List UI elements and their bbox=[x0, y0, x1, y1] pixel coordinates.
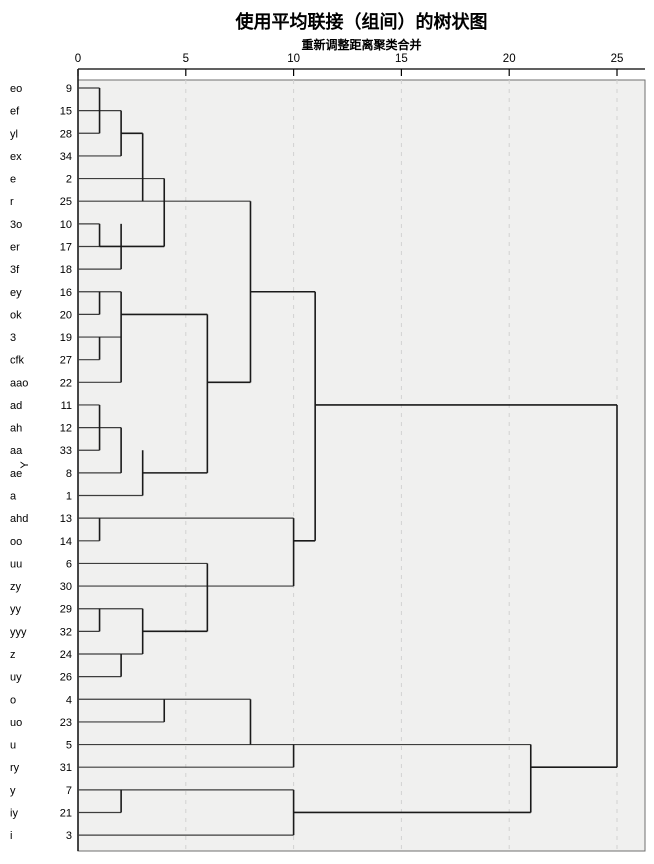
leaf-label: ahd bbox=[10, 513, 28, 525]
leaf-number: 19 bbox=[60, 332, 72, 344]
leaf-label: zy bbox=[10, 581, 22, 593]
leaf-number: 25 bbox=[60, 196, 72, 208]
leaf-label: yl bbox=[10, 128, 18, 140]
leaf-number: 13 bbox=[60, 513, 72, 525]
leaf-label: aao bbox=[10, 377, 28, 389]
leaf-number: 22 bbox=[60, 377, 72, 389]
leaf-label: r bbox=[10, 196, 14, 208]
plot-background bbox=[77, 79, 646, 852]
x-axis-tick-label: 10 bbox=[287, 53, 300, 65]
leaf-number: 26 bbox=[60, 672, 72, 684]
leaf-label: aa bbox=[10, 445, 23, 457]
leaf-number: 28 bbox=[60, 128, 72, 140]
leaf-label: cfk bbox=[10, 355, 25, 367]
leaf-label: z bbox=[10, 649, 16, 661]
leaf-number: 34 bbox=[60, 151, 72, 163]
leaf-label: oo bbox=[10, 536, 22, 548]
leaf-label: ae bbox=[10, 468, 22, 480]
leaf-number: 17 bbox=[60, 241, 72, 253]
leaf-label: u bbox=[10, 740, 16, 752]
leaf-number: 18 bbox=[60, 264, 72, 276]
leaf-number: 6 bbox=[66, 558, 72, 570]
leaf-number: 12 bbox=[60, 423, 72, 435]
leaf-number: 24 bbox=[60, 649, 72, 661]
leaf-label: ry bbox=[10, 762, 20, 774]
leaf-label: eo bbox=[10, 83, 22, 95]
leaf-number: 4 bbox=[66, 694, 72, 706]
leaf-number: 14 bbox=[60, 536, 72, 548]
leaf-number: 16 bbox=[60, 287, 72, 299]
leaf-label: uo bbox=[10, 717, 22, 729]
leaf-number: 3 bbox=[66, 830, 72, 842]
leaf-number: 27 bbox=[60, 355, 72, 367]
leaf-label: y bbox=[10, 785, 16, 797]
x-axis-tick-label: 5 bbox=[183, 53, 189, 65]
x-axis-tick-label: 0 bbox=[75, 53, 81, 65]
leaf-label: ok bbox=[10, 309, 22, 321]
leaf-label: uu bbox=[10, 558, 22, 570]
leaf-number: 21 bbox=[60, 807, 72, 819]
x-axis-tick-label: 20 bbox=[503, 53, 516, 65]
leaf-number: 2 bbox=[66, 174, 72, 186]
leaf-label: a bbox=[10, 491, 17, 503]
leaf-number: 29 bbox=[60, 604, 72, 616]
leaf-number: 31 bbox=[60, 762, 72, 774]
leaf-number: 1 bbox=[66, 491, 72, 503]
leaf-label: 3 bbox=[10, 332, 16, 344]
leaf-number: 8 bbox=[66, 468, 72, 480]
leaf-number: 33 bbox=[60, 445, 72, 457]
leaf-label: yy bbox=[10, 604, 22, 616]
leaf-label: 3o bbox=[10, 219, 22, 231]
y-axis-label: Y bbox=[19, 461, 31, 469]
leaf-label: 3f bbox=[10, 264, 20, 276]
leaf-number: 7 bbox=[66, 785, 72, 797]
leaf-number: 20 bbox=[60, 309, 72, 321]
chart-subtitle: 重新调整距离聚类合并 bbox=[301, 38, 422, 52]
leaf-number: 30 bbox=[60, 581, 72, 593]
leaf-label: ey bbox=[10, 287, 22, 299]
leaf-label: uy bbox=[10, 672, 22, 684]
leaf-number: 32 bbox=[60, 626, 72, 638]
leaf-number: 11 bbox=[61, 400, 72, 412]
leaf-label: ef bbox=[10, 106, 20, 118]
leaf-number: 15 bbox=[60, 106, 72, 118]
leaf-label: er bbox=[10, 241, 20, 253]
leaf-label: e bbox=[10, 174, 16, 186]
chart-title: 使用平均联接（组间）的树状图 bbox=[235, 12, 488, 33]
leaf-label: ad bbox=[10, 400, 22, 412]
leaf-label: o bbox=[10, 694, 16, 706]
leaf-number: 10 bbox=[60, 219, 72, 231]
leaf-label: yyy bbox=[10, 626, 27, 638]
leaf-label: ex bbox=[10, 151, 22, 163]
leaf-label: iy bbox=[10, 807, 18, 819]
x-axis-tick-label: 25 bbox=[611, 53, 624, 65]
leaf-number: 23 bbox=[60, 717, 72, 729]
leaf-label: ah bbox=[10, 423, 22, 435]
x-axis-tick-label: 15 bbox=[395, 53, 408, 65]
leaf-number: 9 bbox=[66, 83, 72, 95]
leaf-number: 5 bbox=[66, 740, 72, 752]
leaf-label: i bbox=[10, 830, 12, 842]
